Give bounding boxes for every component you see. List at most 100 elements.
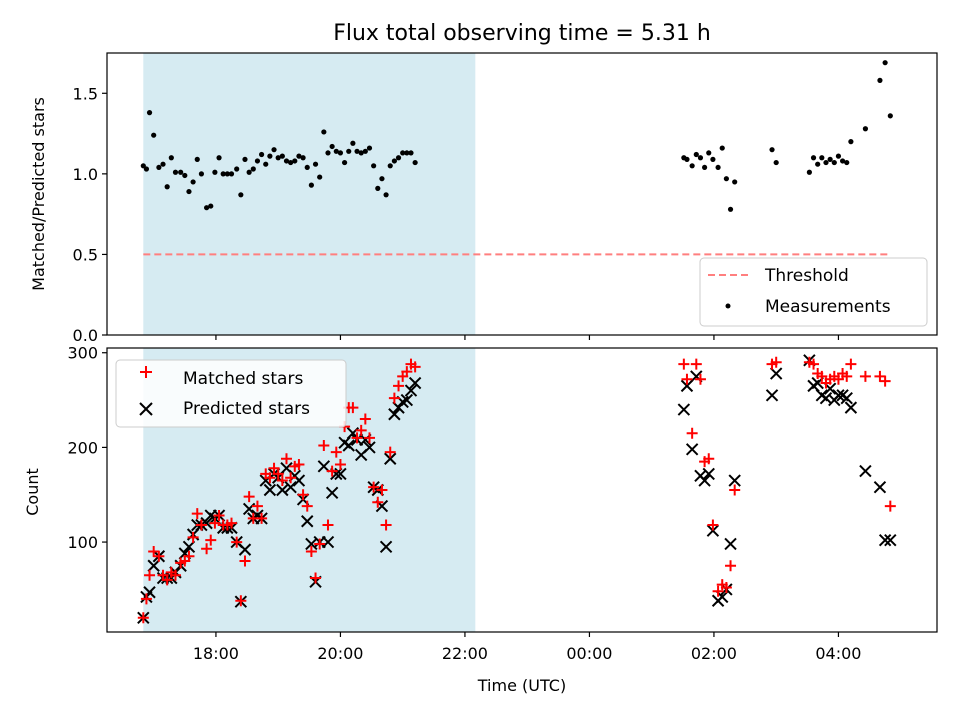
xtick-label: 20:00 [317,644,363,663]
measurement-point [727,206,734,212]
matched-stars-point [293,458,305,470]
measurement-point [296,153,302,159]
matched-stars-point [351,432,363,444]
top-ytick-label: 0.5 [73,245,98,264]
measurement-point [839,158,846,164]
bottom-panel: 100 200 300 18:00 20:00 22:00 00:00 02:00 04:00… [23,344,938,695]
measurement-point [224,171,230,177]
measurement-point [823,159,829,166]
top-y-ticks: 0.0 0.5 1.0 1.5 [73,84,107,345]
observing-span-shade-top [143,53,476,335]
top-ytick-label: 1.5 [73,84,98,103]
matched-stars-point [334,458,346,470]
matched-stars-point [859,370,871,382]
predicted-stars-point [147,559,160,572]
measurements-legend-swatch [725,303,731,309]
measurement-point [371,163,377,169]
matched-stars-point [209,517,221,529]
measurement-point [234,166,240,172]
predicted-stars-point [363,441,376,454]
matched-stars-point [845,358,857,370]
measurement-point [769,147,775,153]
predicted-stars-point [698,474,711,487]
matched-stars-point [235,595,247,607]
x-axis-label: Time (UTC) [477,676,566,695]
predicted-stars-point [238,543,252,556]
measurement-point [194,156,200,162]
matched-stars-point [201,543,213,555]
matched-stars-point [264,472,276,484]
matched-stars-point [169,569,181,581]
measurement-point [220,171,226,177]
predicted-stars-point [878,533,892,547]
bottom-y-ticks: 100 200 300 [67,344,107,552]
bottom-y-axis-label: Count [23,468,42,516]
bottom-ytick-label: 100 [67,533,98,552]
matched-stars-point [712,585,724,597]
measurement-point [258,151,265,158]
matched-stars-point [161,574,173,586]
measurement-point [710,156,716,162]
measurement-point [391,158,397,164]
predicted-stars-point [728,474,741,487]
matched-stars-point [195,519,207,531]
bottom-legend-box [115,359,347,428]
measurement-point [379,176,385,182]
predicted-stars-point [379,540,393,554]
measurement-point [831,159,837,166]
predicted-stars-point [706,524,720,537]
measurement-point [387,163,393,169]
matched-stars-point [326,465,338,477]
matched-stars-point [690,358,702,370]
measurements-series [140,60,893,212]
top-axes-frame [106,52,938,336]
measurement-point [732,179,738,185]
measurements-legend-label: Measurements [765,297,891,317]
matched-stars-point [409,361,421,373]
measurement-point [283,158,290,164]
measurement-point [190,179,196,185]
threshold-legend-label: Threshold [764,266,849,286]
predicted-stars-point [832,389,845,402]
bottom-axes-frame [106,347,938,633]
predicted-stars-point [404,384,418,397]
measurement-point [848,139,854,145]
matched-stars-point [305,546,317,558]
predicted-stars-point [342,439,355,452]
predicted-stars-point [677,403,691,416]
matched-stars-point [256,512,268,524]
xtick-label: 18:00 [193,644,239,663]
matched-stars-point [318,440,330,452]
matched-stars-point [368,481,380,493]
measurement-point [325,150,331,156]
measurement-point [321,129,327,135]
measurement-point [375,185,381,191]
matched-stars-point [297,489,309,501]
predicted-stars-point [276,483,289,497]
matched-stars-point [359,413,371,425]
xtick-label: 00:00 [566,644,612,663]
measurement-point [819,155,825,161]
measurement-point [773,159,779,166]
measurement-point [333,148,339,154]
matched-stars-point [380,519,392,531]
measurement-point [400,150,406,156]
matched-stars-point [832,373,844,385]
measurement-point [186,188,192,195]
predicted-stars-point [384,452,397,465]
predicted-stars-point [325,486,339,500]
measurement-point [288,159,294,166]
measurement-point [697,155,704,161]
measurement-point [300,155,306,161]
measurement-point [887,113,893,119]
measurement-point [346,148,352,154]
measurement-point [172,169,179,175]
measurement-point [358,150,364,156]
matched-stars-point [681,373,693,385]
matched-stars-point [213,510,225,522]
matched-stars-point [393,380,405,392]
measurement-point [383,192,389,198]
predicted-stars-point [769,367,783,380]
predicted-stars-point [263,483,277,497]
measurement-point [208,203,214,209]
